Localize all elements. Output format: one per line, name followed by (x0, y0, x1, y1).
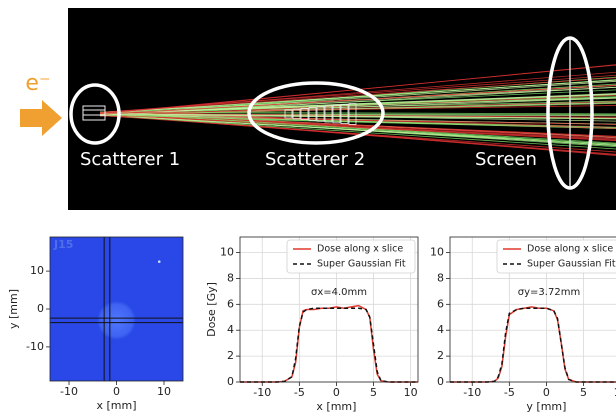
x-tick-label: -5 (504, 386, 515, 399)
plate (284, 109, 293, 119)
y-tick-label: 10 (30, 264, 44, 277)
x-axis-label: y [mm] (526, 400, 566, 413)
y-tick-label: 0 (227, 375, 234, 388)
plate (332, 104, 341, 124)
y-tick-label: 10 (220, 246, 234, 259)
track (99, 77, 616, 114)
x-tick-label: 10 (404, 386, 418, 399)
y-tick-label: -10 (26, 340, 44, 353)
component-label: Scatterer 1 (80, 149, 180, 170)
legend-box (496, 239, 616, 274)
x-tick-label: 0 (113, 385, 120, 398)
annotation: σx=4.0mm (311, 287, 367, 298)
image-label: J15 (53, 238, 73, 251)
plate (316, 106, 325, 122)
track (99, 71, 616, 114)
track (99, 114, 616, 150)
track (99, 105, 616, 114)
screen-marker (546, 36, 594, 190)
particle-tracks (99, 64, 616, 157)
scatterer-2-plates (284, 103, 357, 125)
plate (340, 104, 349, 125)
legend-label: Super Gaussian Fit (527, 259, 616, 270)
x-tick-label: -10 (253, 386, 271, 399)
x-tick-label: 5 (580, 386, 587, 399)
y-tick-label: 10 (430, 246, 444, 259)
track (99, 113, 616, 119)
x-tick-label: 0 (543, 386, 550, 399)
data-line (450, 306, 616, 383)
scatterer-2-marker (247, 81, 385, 145)
track (99, 114, 616, 146)
track (99, 86, 616, 117)
y-tick-label: 0 (437, 375, 444, 388)
plate (324, 105, 333, 123)
track (99, 115, 616, 153)
plate (292, 108, 301, 120)
plate (308, 107, 317, 121)
legend-box (286, 239, 416, 274)
y-axis-label: Dose [Gy] (205, 282, 218, 337)
x-tick-label: 10 (614, 386, 616, 399)
plot-frame (239, 236, 419, 383)
legend-label: Dose along x slice (527, 244, 613, 255)
y-tick-label: 4 (437, 323, 444, 336)
plate (300, 108, 309, 121)
y-tick-label: 8 (437, 271, 444, 284)
component-label: Screen (475, 149, 537, 170)
x-tick-label: 0 (333, 386, 340, 399)
x-tick-label: -5 (294, 386, 305, 399)
y-tick-label: 2 (437, 349, 444, 362)
bottom-panels: J15 -10 0 10 -10 0 10 x [mm] y [mm] -10 -5 0 5 10 0 2 4 6… (7, 236, 616, 413)
annotation: σy=3.72mm (518, 287, 580, 298)
legend-label: Super Gaussian Fit (317, 259, 406, 270)
track (99, 114, 616, 141)
y-tick-label: 8 (227, 271, 234, 284)
y-axis-label: y [mm] (7, 289, 20, 329)
track (99, 114, 616, 128)
component-label: Scatterer 2 (265, 149, 365, 170)
x-axis-label: x [mm] (316, 400, 356, 413)
track (99, 79, 616, 114)
data-line (240, 307, 418, 383)
scatterer-1-block (82, 105, 106, 121)
track (99, 84, 616, 115)
y-tick-label: 6 (227, 297, 234, 310)
speck (157, 260, 161, 263)
y-tick-label: 4 (227, 323, 234, 336)
legend-label: Dose along x slice (317, 244, 403, 255)
dose-spot (96, 300, 137, 341)
x-tick-label: 10 (157, 385, 171, 398)
plate (348, 103, 357, 125)
x-tick-label: -10 (463, 386, 481, 399)
plot-frame (449, 236, 616, 383)
particle-label: e⁻ (25, 71, 50, 96)
y-tick-label: 6 (437, 297, 444, 310)
y-tick-label: 2 (227, 349, 234, 362)
x-tick-label: 5 (370, 386, 377, 399)
scatterer-1-marker (69, 83, 121, 145)
data-line (240, 304, 418, 383)
beam-arrow (20, 100, 62, 136)
x-tick-label: -10 (60, 385, 78, 398)
data-line (450, 307, 616, 383)
x-axis-label: x [mm] (96, 399, 136, 412)
y-tick-label: 0 (37, 302, 44, 315)
